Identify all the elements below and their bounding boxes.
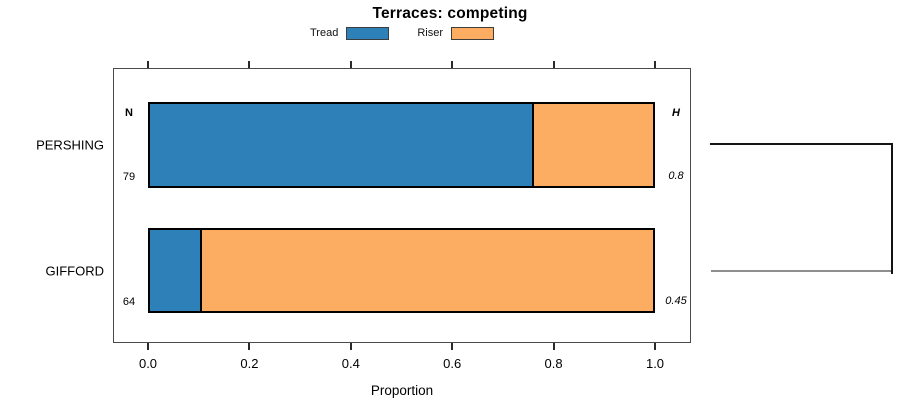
x-axis-tick-bottom bbox=[552, 343, 555, 350]
x-axis-tick-label: 0.4 bbox=[341, 356, 360, 371]
legend-label: Tread bbox=[310, 27, 339, 39]
x-axis-tick-top bbox=[147, 61, 149, 68]
bar-segment-riser bbox=[532, 104, 653, 186]
dendrogram-branch-top bbox=[710, 143, 893, 145]
x-axis-tick-bottom bbox=[147, 343, 149, 350]
x-axis-tick-top bbox=[248, 61, 251, 68]
x-axis-title: Proportion bbox=[370, 383, 434, 398]
bar-row bbox=[148, 228, 655, 313]
x-axis-tick-top bbox=[451, 61, 454, 68]
dendrogram-branch-bottom bbox=[711, 270, 891, 272]
legend-item-tread: Tread bbox=[310, 26, 390, 40]
x-axis-tick-label: 0.0 bbox=[138, 356, 158, 371]
n-header: N bbox=[125, 107, 133, 119]
h-header: H bbox=[672, 107, 680, 119]
bar-segment-tread bbox=[150, 230, 201, 311]
x-axis-tick-top bbox=[349, 61, 352, 68]
legend-swatch-tread bbox=[346, 26, 390, 40]
x-axis-tick-top bbox=[654, 61, 656, 68]
x-axis-tick-label: 0.2 bbox=[240, 356, 259, 371]
x-axis-tick-label: 0.8 bbox=[544, 356, 563, 371]
category-label: GIFFORD bbox=[45, 263, 105, 278]
h-value: 0.45 bbox=[665, 295, 687, 307]
n-value: 79 bbox=[122, 171, 136, 183]
x-axis-tick-label: 0.6 bbox=[443, 356, 462, 371]
x-axis-tick-bottom bbox=[654, 343, 656, 350]
bar-segment-riser bbox=[200, 230, 653, 311]
h-value: 0.8 bbox=[668, 170, 684, 182]
legend-label: Riser bbox=[417, 27, 443, 39]
x-axis-tick-bottom bbox=[248, 343, 251, 350]
bar-row bbox=[148, 102, 655, 188]
x-axis-tick-bottom bbox=[349, 343, 352, 350]
plot-area bbox=[113, 68, 691, 343]
legend: Tread Riser bbox=[113, 25, 691, 41]
chart-title: Terraces: competing bbox=[372, 5, 528, 22]
legend-item-riser: Riser bbox=[417, 26, 494, 40]
category-label: PERSHING bbox=[36, 137, 104, 153]
legend-swatch-riser bbox=[451, 26, 494, 40]
bar-segment-tread bbox=[150, 104, 533, 186]
x-axis-tick-label: 1.0 bbox=[645, 356, 665, 371]
dendrogram-join-line bbox=[891, 143, 893, 274]
x-axis-tick-top bbox=[552, 61, 555, 68]
x-axis-tick-bottom bbox=[451, 343, 454, 350]
n-value: 64 bbox=[122, 296, 136, 308]
